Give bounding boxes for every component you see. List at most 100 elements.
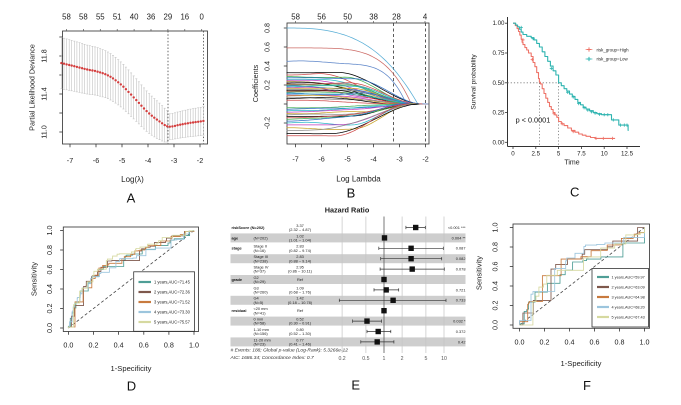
svg-text:A: A: [127, 191, 136, 206]
svg-text:Coefficients: Coefficients: [251, 64, 260, 102]
svg-text:G4: G4: [254, 296, 260, 301]
svg-text:1.0: 1.0: [640, 338, 650, 347]
svg-text:0.6: 0.6: [590, 338, 600, 347]
svg-text:Partial Likelihood Deviance: Partial Likelihood Deviance: [27, 44, 36, 131]
svg-text:1 years,AUC=59.97: 1 years,AUC=59.97: [612, 275, 645, 279]
svg-text:0.25: 0.25: [492, 110, 505, 117]
svg-text:1.0: 1.0: [45, 226, 54, 236]
svg-text:(1.01 – 1.04): (1.01 – 1.04): [289, 238, 312, 243]
svg-text:(N=37): (N=37): [254, 269, 267, 274]
svg-text:1: 1: [383, 356, 386, 362]
svg-text:0.80: 0.80: [296, 327, 304, 332]
svg-text:1 years,AUC=71.45: 1 years,AUC=71.45: [154, 280, 191, 285]
svg-text:Ref: Ref: [297, 308, 304, 313]
svg-text:Stage II: Stage II: [254, 244, 267, 249]
svg-text:0.4: 0.4: [45, 284, 54, 294]
svg-text:0.2: 0.2: [490, 301, 499, 311]
svg-text:0.8: 0.8: [263, 23, 272, 33]
svg-text:(N=23): (N=23): [254, 342, 267, 347]
svg-text:-2: -2: [197, 156, 203, 165]
svg-text:0.8: 0.8: [615, 338, 625, 347]
svg-text:2.5: 2.5: [531, 151, 540, 158]
svg-text:stage: stage: [232, 246, 243, 251]
svg-text:(0.52 – 1.30): (0.52 – 1.30): [289, 331, 312, 336]
svg-text:0.2: 0.2: [263, 80, 272, 90]
svg-text:0.2: 0.2: [89, 341, 99, 350]
svg-text:(0.18 – 10.78): (0.18 – 10.78): [288, 300, 313, 305]
svg-text:16: 16: [180, 13, 189, 22]
svg-text:12.5: 12.5: [621, 151, 634, 158]
svg-text:0.2: 0.2: [45, 304, 54, 314]
svg-text:# Events: 188; Global p-value: # Events: 188; Global p-value (Log-Rank)…: [231, 347, 349, 353]
svg-text:Log(λ): Log(λ): [121, 175, 144, 184]
svg-text:Ref: Ref: [297, 277, 304, 282]
svg-text:40: 40: [130, 13, 139, 22]
svg-text:58: 58: [62, 13, 71, 22]
svg-text:0.00: 0.00: [492, 139, 505, 146]
svg-text:0.6: 0.6: [45, 265, 54, 275]
svg-text:residual: residual: [232, 308, 247, 313]
svg-text:(2.32 – 4.87): (2.32 – 4.87): [289, 227, 312, 232]
svg-text:0.2: 0.2: [338, 356, 345, 362]
svg-text:0.8: 0.8: [490, 242, 499, 252]
svg-text:-5: -5: [344, 155, 350, 164]
svg-text:(0.30 – 0.91): (0.30 – 0.91): [289, 321, 312, 326]
svg-text:G3: G3: [254, 285, 259, 290]
svg-text:5: 5: [557, 151, 561, 158]
svg-text:(0.86 – 10.11): (0.86 – 10.11): [288, 269, 313, 274]
svg-text:0.0: 0.0: [45, 323, 54, 333]
svg-text:2: 2: [401, 356, 404, 362]
svg-text:0.087: 0.087: [456, 246, 466, 251]
svg-text:E: E: [351, 378, 360, 393]
svg-text:(0.68 – 1.76): (0.68 – 1.76): [289, 290, 312, 295]
svg-text:4: 4: [423, 13, 428, 22]
svg-text:0.0: 0.0: [490, 320, 499, 330]
svg-text:(N=5): (N=5): [254, 300, 265, 305]
svg-text:<0.001 ***: <0.001 ***: [448, 225, 466, 230]
svg-text:0: 0: [511, 151, 515, 158]
svg-text:G2: G2: [254, 275, 259, 280]
svg-text:F: F: [583, 378, 591, 393]
svg-text:1.0: 1.0: [490, 223, 499, 233]
svg-text:0.77: 0.77: [296, 337, 304, 342]
svg-text:D: D: [127, 379, 136, 394]
svg-text:-6: -6: [318, 155, 324, 164]
svg-text:0.52: 0.52: [296, 317, 304, 322]
svg-text:Stage III: Stage III: [254, 254, 269, 259]
svg-text:3 years,AUC=71.52: 3 years,AUC=71.52: [154, 300, 191, 305]
svg-text:Survival probability: Survival probability: [470, 54, 477, 110]
svg-text:3.37: 3.37: [296, 223, 304, 228]
svg-text:0.6: 0.6: [139, 341, 149, 350]
svg-text:C: C: [570, 184, 579, 199]
svg-text:0.032 *: 0.032 *: [453, 319, 466, 324]
svg-text:0.721: 0.721: [456, 287, 466, 292]
svg-text:38: 38: [369, 13, 378, 22]
svg-text:Log Lambda: Log Lambda: [336, 175, 381, 184]
svg-text:(N=41): (N=41): [254, 310, 267, 315]
svg-text:0.6: 0.6: [490, 262, 499, 272]
svg-text:p < 0.0001: p < 0.0001: [516, 115, 551, 124]
svg-text:1.0: 1.0: [189, 341, 199, 350]
svg-text:riskScore (N=202): riskScore (N=202): [232, 225, 266, 230]
svg-text:(N=156): (N=156): [254, 331, 269, 336]
svg-text:-6: -6: [93, 156, 99, 165]
svg-text:1.02: 1.02: [296, 233, 304, 238]
svg-text:(N=238): (N=238): [254, 258, 269, 263]
svg-text:11.4: 11.4: [40, 87, 49, 100]
svg-text:0.0: 0.0: [515, 338, 525, 347]
svg-text:-5: -5: [119, 156, 125, 165]
svg-text:51: 51: [113, 13, 122, 22]
svg-text:(N=58): (N=58): [254, 321, 267, 326]
svg-text:(N=16): (N=16): [254, 248, 267, 253]
svg-text:0.0: 0.0: [63, 341, 73, 350]
svg-text:0.372: 0.372: [456, 329, 466, 334]
svg-text:-7: -7: [292, 155, 298, 164]
svg-text:4 years,AUC=68.20: 4 years,AUC=68.20: [612, 305, 645, 309]
svg-text:2.95: 2.95: [296, 265, 304, 270]
svg-text:1.42: 1.42: [296, 296, 304, 301]
svg-text:(0.88 – 9.14): (0.88 – 9.14): [289, 258, 312, 263]
svg-text:7.5: 7.5: [577, 151, 586, 158]
svg-text:age: age: [232, 235, 240, 240]
svg-text:0.5: 0.5: [362, 356, 369, 362]
svg-text:(N=260): (N=260): [254, 290, 269, 295]
